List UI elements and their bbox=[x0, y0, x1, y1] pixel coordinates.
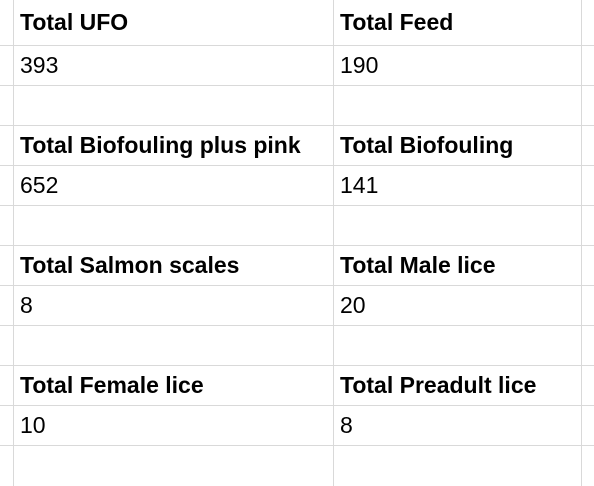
sheet-cell[interactable] bbox=[0, 246, 14, 285]
sheet-cell-empty[interactable] bbox=[14, 86, 334, 125]
sheet-cell[interactable] bbox=[582, 326, 594, 365]
sheet-cell[interactable] bbox=[0, 406, 14, 445]
sheet-row: 393 190 bbox=[0, 46, 594, 86]
sheet-cell-empty[interactable] bbox=[14, 206, 334, 245]
sheet-cell[interactable] bbox=[582, 0, 594, 45]
sheet-cell-empty[interactable] bbox=[14, 326, 334, 365]
sheet-cell-empty[interactable] bbox=[334, 326, 582, 365]
sheet-cell[interactable] bbox=[0, 286, 14, 325]
sheet-cell-header[interactable]: Total Female lice bbox=[14, 366, 334, 405]
sheet-cell[interactable] bbox=[582, 206, 594, 245]
sheet-cell-header[interactable]: Total Biofouling plus pink bbox=[14, 126, 334, 165]
sheet-cell[interactable] bbox=[0, 326, 14, 365]
sheet-cell-empty[interactable] bbox=[334, 206, 582, 245]
sheet-cell-header[interactable]: Total UFO bbox=[14, 0, 334, 45]
sheet-cell-value[interactable]: 190 bbox=[334, 46, 582, 85]
sheet-cell[interactable] bbox=[582, 366, 594, 405]
sheet-cell-empty[interactable] bbox=[14, 446, 334, 486]
sheet-cell-header[interactable]: Total Biofouling bbox=[334, 126, 582, 165]
sheet-cell[interactable] bbox=[0, 126, 14, 165]
sheet-row: Total Female lice Total Preadult lice bbox=[0, 366, 594, 406]
sheet-row: Total UFO Total Feed bbox=[0, 0, 594, 46]
sheet-cell[interactable] bbox=[582, 286, 594, 325]
sheet-cell-header[interactable]: Total Male lice bbox=[334, 246, 582, 285]
sheet-cell-header[interactable]: Total Salmon scales bbox=[14, 246, 334, 285]
sheet-cell[interactable] bbox=[0, 86, 14, 125]
sheet-cell-header[interactable]: Total Feed bbox=[334, 0, 582, 45]
sheet-cell-value[interactable]: 10 bbox=[14, 406, 334, 445]
sheet-cell[interactable] bbox=[0, 206, 14, 245]
sheet-cell[interactable] bbox=[0, 46, 14, 85]
sheet-cell[interactable] bbox=[582, 446, 594, 486]
sheet-row-empty bbox=[0, 446, 594, 486]
sheet-cell[interactable] bbox=[0, 366, 14, 405]
sheet-cell[interactable] bbox=[0, 166, 14, 205]
sheet-cell-value[interactable]: 8 bbox=[334, 406, 582, 445]
sheet-row-empty bbox=[0, 326, 594, 366]
sheet-cell-value[interactable]: 393 bbox=[14, 46, 334, 85]
sheet-cell[interactable] bbox=[582, 166, 594, 205]
sheet-cell-value[interactable]: 141 bbox=[334, 166, 582, 205]
sheet-cell[interactable] bbox=[582, 246, 594, 285]
sheet-row: 8 20 bbox=[0, 286, 594, 326]
sheet-row: Total Salmon scales Total Male lice bbox=[0, 246, 594, 286]
sheet-cell-value[interactable]: 8 bbox=[14, 286, 334, 325]
sheet-cell-value[interactable]: 20 bbox=[334, 286, 582, 325]
sheet-row: Total Biofouling plus pink Total Biofoul… bbox=[0, 126, 594, 166]
sheet-cell-empty[interactable] bbox=[334, 446, 582, 486]
sheet-row-empty bbox=[0, 206, 594, 246]
sheet-cell[interactable] bbox=[0, 0, 14, 45]
sheet-cell[interactable] bbox=[582, 46, 594, 85]
sheet-row-empty bbox=[0, 86, 594, 126]
sheet-cell-value[interactable]: 652 bbox=[14, 166, 334, 205]
sheet-cell[interactable] bbox=[0, 446, 14, 486]
sheet-cell-empty[interactable] bbox=[334, 86, 582, 125]
sheet-row: 10 8 bbox=[0, 406, 594, 446]
sheet-cell[interactable] bbox=[582, 406, 594, 445]
sheet-cell[interactable] bbox=[582, 126, 594, 165]
sheet-cell[interactable] bbox=[582, 86, 594, 125]
sheet-row: 652 141 bbox=[0, 166, 594, 206]
sheet-cell-header[interactable]: Total Preadult lice bbox=[334, 366, 582, 405]
